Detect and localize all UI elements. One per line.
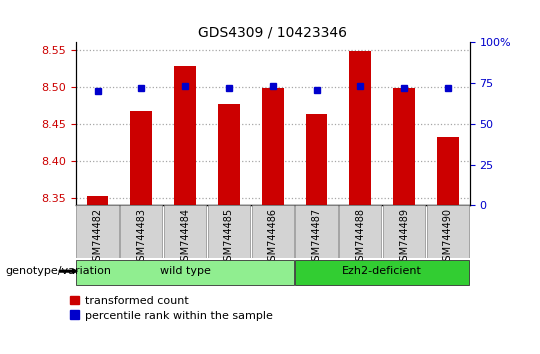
FancyBboxPatch shape: [77, 205, 118, 258]
Bar: [86, 196, 109, 205]
Bar: [218, 104, 240, 205]
Text: GSM744483: GSM744483: [136, 208, 146, 267]
FancyBboxPatch shape: [383, 205, 425, 258]
Text: genotype/variation: genotype/variation: [5, 266, 111, 276]
Text: GSM744485: GSM744485: [224, 208, 234, 267]
Bar: [306, 114, 327, 205]
Text: Ezh2-deficient: Ezh2-deficient: [342, 266, 422, 276]
Text: GSM744484: GSM744484: [180, 208, 190, 267]
FancyBboxPatch shape: [164, 205, 206, 258]
FancyBboxPatch shape: [295, 205, 338, 258]
Bar: [262, 88, 284, 205]
Text: GSM744487: GSM744487: [312, 208, 321, 267]
Bar: [437, 137, 459, 205]
FancyBboxPatch shape: [339, 205, 381, 258]
Text: GSM744482: GSM744482: [92, 208, 103, 267]
Text: GSM744489: GSM744489: [399, 208, 409, 267]
Legend: transformed count, percentile rank within the sample: transformed count, percentile rank withi…: [70, 296, 273, 320]
Bar: [393, 88, 415, 205]
Title: GDS4309 / 10423346: GDS4309 / 10423346: [198, 26, 347, 40]
FancyBboxPatch shape: [77, 260, 294, 285]
FancyBboxPatch shape: [252, 205, 294, 258]
FancyBboxPatch shape: [120, 205, 163, 258]
FancyBboxPatch shape: [295, 260, 469, 285]
Text: GSM744486: GSM744486: [268, 208, 278, 267]
Bar: [349, 51, 372, 205]
FancyBboxPatch shape: [427, 205, 469, 258]
Text: GSM744490: GSM744490: [443, 208, 453, 267]
Bar: [130, 110, 152, 205]
Bar: [174, 66, 196, 205]
Text: GSM744488: GSM744488: [355, 208, 365, 267]
Text: wild type: wild type: [160, 266, 211, 276]
FancyBboxPatch shape: [208, 205, 250, 258]
